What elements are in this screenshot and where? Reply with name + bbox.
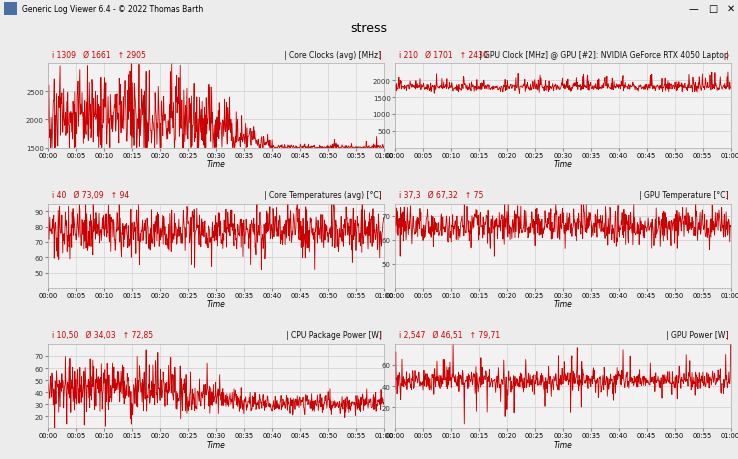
Text: i 2,547   Ø 46,51   ↑ 79,71: i 2,547 Ø 46,51 ↑ 79,71: [399, 330, 500, 340]
X-axis label: Time: Time: [207, 300, 225, 309]
Text: |: |: [379, 330, 382, 340]
Text: |: |: [725, 190, 728, 200]
Text: | Core Clocks (avg) [MHz]: | Core Clocks (avg) [MHz]: [284, 50, 382, 60]
X-axis label: Time: Time: [554, 300, 572, 309]
Text: Generic Log Viewer 6.4 - © 2022 Thomas Barth: Generic Log Viewer 6.4 - © 2022 Thomas B…: [22, 5, 204, 14]
Text: |: |: [379, 190, 382, 200]
Text: |: |: [379, 50, 382, 60]
Text: i 1309   Ø 1661   ↑ 2905: i 1309 Ø 1661 ↑ 2905: [52, 50, 145, 60]
Bar: [4, 3, 17, 16]
Text: —: —: [689, 4, 699, 14]
Text: |: |: [725, 50, 728, 60]
Text: | GPU Power [W]: | GPU Power [W]: [666, 330, 728, 340]
Text: i 40   Ø 73,09   ↑ 94: i 40 Ø 73,09 ↑ 94: [52, 190, 129, 200]
Text: |: |: [725, 330, 728, 340]
X-axis label: Time: Time: [207, 440, 225, 449]
Text: | GPU Temperature [°C]: | GPU Temperature [°C]: [639, 190, 728, 200]
Text: i 37,3   Ø 67,32   ↑ 75: i 37,3 Ø 67,32 ↑ 75: [399, 190, 483, 200]
X-axis label: Time: Time: [554, 160, 572, 169]
Text: | CPU Package Power [W]: | CPU Package Power [W]: [286, 330, 382, 340]
Text: i 10,50   Ø 34,03   ↑ 72,85: i 10,50 Ø 34,03 ↑ 72,85: [52, 330, 153, 340]
Text: ✕: ✕: [726, 4, 735, 14]
X-axis label: Time: Time: [554, 440, 572, 449]
Text: □: □: [708, 4, 717, 14]
Text: | Core Temperatures (avg) [°C]: | Core Temperatures (avg) [°C]: [264, 190, 382, 200]
Text: i 210   Ø 1701   ↑ 2430: i 210 Ø 1701 ↑ 2430: [399, 50, 487, 60]
Text: | GPU Clock [MHz] @ GPU [#2]: NVIDIA GeForce RTX 4050 Laptop: | GPU Clock [MHz] @ GPU [#2]: NVIDIA GeF…: [479, 50, 728, 60]
X-axis label: Time: Time: [207, 160, 225, 169]
Text: stress: stress: [351, 22, 387, 35]
